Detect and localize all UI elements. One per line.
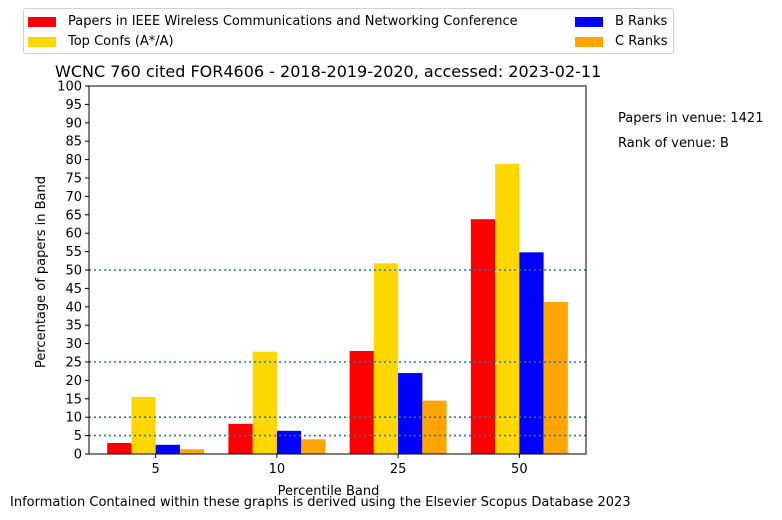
bar-series1-cat0 — [131, 396, 156, 454]
y-axis-label: Percentage of papers in Band — [34, 176, 49, 368]
legend-item-top-confs: Top Confs (A*/A) — [28, 34, 174, 49]
bar-series3-cat2 — [422, 400, 447, 454]
legend-label-top-confs: Top Confs (A*/A) — [68, 34, 174, 49]
chart-title: WCNC 760 cited FOR4606 - 2018-2019-2020,… — [55, 62, 602, 81]
legend-label-b-ranks: B Ranks — [615, 14, 668, 29]
y-tick-label-8: 40 — [65, 300, 82, 315]
x-axis-label: Percentile Band — [278, 484, 380, 499]
legend-swatch-venue — [28, 16, 56, 27]
bar-series0-cat0 — [107, 442, 132, 454]
y-tick-label-10: 50 — [65, 264, 82, 279]
y-tick-label-4: 20 — [65, 374, 82, 389]
y-tick-label-7: 35 — [65, 319, 82, 334]
legend: Papers in IEEE Wireless Communications a… — [23, 8, 674, 54]
bar-series1-cat2 — [373, 263, 399, 454]
y-tick-label-0: 0 — [74, 448, 82, 463]
bar-series2-cat3 — [519, 252, 544, 454]
legend-swatch-c-ranks — [575, 36, 603, 47]
legend-item-b-ranks: B Ranks — [575, 14, 667, 29]
y-tick-label-2: 10 — [65, 411, 82, 426]
bar-series3-cat0 — [179, 449, 205, 454]
bar-series1-cat3 — [495, 164, 520, 455]
footer-note: Information Contained within these graph… — [10, 495, 631, 510]
y-tick-label-20: 100 — [57, 80, 82, 95]
bar-series3-cat1 — [301, 439, 326, 454]
bar-series2-cat2 — [398, 373, 423, 454]
y-tick-label-17: 85 — [65, 135, 82, 150]
bar-series0-cat3 — [470, 219, 496, 454]
y-tick-label-6: 30 — [65, 337, 82, 352]
legend-swatch-b-ranks — [575, 16, 603, 27]
y-tick-label-14: 70 — [65, 190, 82, 205]
y-tick-label-18: 90 — [65, 116, 82, 131]
legend-item-c-ranks: C Ranks — [575, 34, 667, 49]
y-tick-label-1: 5 — [74, 429, 82, 444]
y-tick-label-15: 75 — [65, 172, 82, 187]
bar-series2-cat1 — [276, 430, 302, 454]
x-tick-label-1: 10 — [269, 462, 286, 477]
papers-in-venue: Papers in venue: 1421 — [618, 111, 764, 126]
x-tick-label-3: 50 — [511, 462, 528, 477]
bar-series3-cat3 — [543, 302, 568, 454]
bar-series1-cat1 — [252, 351, 277, 454]
y-tick-label-9: 45 — [65, 282, 82, 297]
y-tick-label-3: 15 — [65, 392, 82, 407]
y-tick-label-5: 25 — [65, 356, 82, 371]
legend-label-c-ranks: C Ranks — [615, 34, 668, 49]
legend-label-venue: Papers in IEEE Wireless Communications a… — [68, 14, 518, 29]
legend-item-venue: Papers in IEEE Wireless Communications a… — [28, 14, 518, 29]
rank-of-venue: Rank of venue: B — [618, 136, 729, 151]
legend-swatch-top-confs — [28, 36, 56, 47]
y-tick-label-13: 65 — [65, 208, 82, 223]
y-tick-label-12: 60 — [65, 227, 82, 242]
bar-series0-cat2 — [349, 350, 374, 454]
y-tick-label-19: 95 — [65, 98, 82, 113]
x-tick-label-0: 5 — [152, 462, 160, 477]
y-tick-label-16: 80 — [65, 153, 82, 168]
bar-series0-cat1 — [228, 423, 253, 454]
bar-series2-cat0 — [155, 444, 180, 454]
y-tick-label-11: 55 — [65, 245, 82, 260]
x-tick-label-2: 25 — [390, 462, 407, 477]
